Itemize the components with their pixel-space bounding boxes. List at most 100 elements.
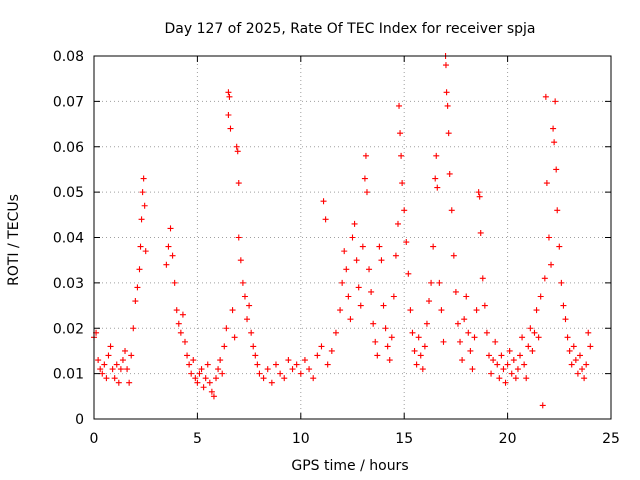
data-point (229, 307, 236, 314)
data-point (496, 375, 503, 382)
data-point (558, 279, 565, 286)
data-point (428, 279, 435, 286)
y-tick-label: 0.04 (53, 231, 84, 247)
data-point (562, 316, 569, 323)
data-point (537, 293, 544, 300)
data-point (446, 170, 453, 177)
data-point (353, 257, 360, 264)
data-point (241, 293, 248, 300)
data-point (508, 370, 515, 377)
data-point (525, 343, 532, 350)
data-point (179, 311, 186, 318)
data-point (165, 243, 172, 250)
data-point (386, 357, 393, 364)
data-point (523, 375, 530, 382)
data-point (535, 334, 542, 341)
data-point (289, 366, 296, 373)
data-point (461, 316, 468, 323)
data-point (512, 375, 519, 382)
data-point (576, 352, 583, 359)
data-point (169, 252, 176, 259)
data-point (221, 343, 228, 350)
data-point (210, 393, 217, 400)
data-point (457, 338, 464, 345)
data-point (181, 338, 188, 345)
data-points (91, 53, 594, 409)
data-point (397, 130, 404, 137)
y-tick-label: 0.07 (53, 94, 84, 110)
data-point (533, 307, 540, 314)
data-point (421, 343, 428, 350)
data-point (585, 329, 592, 336)
data-point (450, 252, 457, 259)
data-point (252, 352, 259, 359)
data-point (268, 379, 275, 386)
y-tick-label: 0.05 (53, 185, 84, 201)
data-point (469, 366, 476, 373)
data-point (136, 266, 143, 273)
data-point (235, 180, 242, 187)
data-point (551, 139, 558, 146)
data-point (445, 130, 452, 137)
data-point (409, 329, 416, 336)
data-point (237, 257, 244, 264)
data-point (318, 343, 325, 350)
data-point (328, 347, 335, 354)
data-point (103, 375, 110, 382)
data-point (399, 180, 406, 187)
data-point (234, 148, 241, 155)
data-point (310, 375, 317, 382)
data-point (529, 347, 536, 354)
data-point (306, 366, 313, 373)
data-point (550, 125, 557, 132)
data-point (140, 175, 147, 182)
data-point (471, 334, 478, 341)
data-point (175, 320, 182, 327)
y-axis-tick-labels: 0 0.01 0.02 0.03 0.04 0.05 0.06 0.07 0.08 (53, 49, 84, 428)
data-point (388, 334, 395, 341)
data-point (500, 366, 507, 373)
data-point (357, 302, 364, 309)
data-point (138, 216, 145, 223)
data-point (130, 325, 137, 332)
data-point (475, 189, 482, 196)
data-point (436, 279, 443, 286)
data-point (115, 379, 122, 386)
data-point (97, 366, 104, 373)
data-point (208, 388, 215, 395)
x-tick-label: 25 (602, 431, 620, 447)
y-tick-label: 0.03 (53, 276, 84, 292)
data-point (382, 325, 389, 332)
data-point (465, 329, 472, 336)
data-point (370, 320, 377, 327)
data-point (142, 248, 149, 255)
data-point (476, 193, 483, 200)
data-point (498, 352, 505, 359)
data-point (401, 207, 408, 214)
data-point (432, 175, 439, 182)
data-point (337, 307, 344, 314)
data-point (320, 198, 327, 205)
data-point (494, 361, 501, 368)
data-point (384, 343, 391, 350)
data-point (581, 375, 588, 382)
data-point (490, 357, 497, 364)
y-tick-label: 0 (75, 412, 84, 428)
data-point (134, 284, 141, 291)
data-point (167, 225, 174, 232)
data-point (430, 243, 437, 250)
data-point (177, 329, 184, 336)
data-point (107, 343, 114, 350)
data-point (440, 338, 447, 345)
data-point (473, 307, 480, 314)
data-point (281, 375, 288, 382)
data-point (351, 220, 358, 227)
data-point (366, 266, 373, 273)
data-point (198, 366, 205, 373)
data-point (514, 366, 521, 373)
data-point (248, 329, 255, 336)
x-tick-label: 10 (292, 431, 310, 447)
x-tick-label: 0 (90, 431, 99, 447)
x-axis-tick-labels: 0 5 10 15 20 25 (90, 431, 620, 447)
